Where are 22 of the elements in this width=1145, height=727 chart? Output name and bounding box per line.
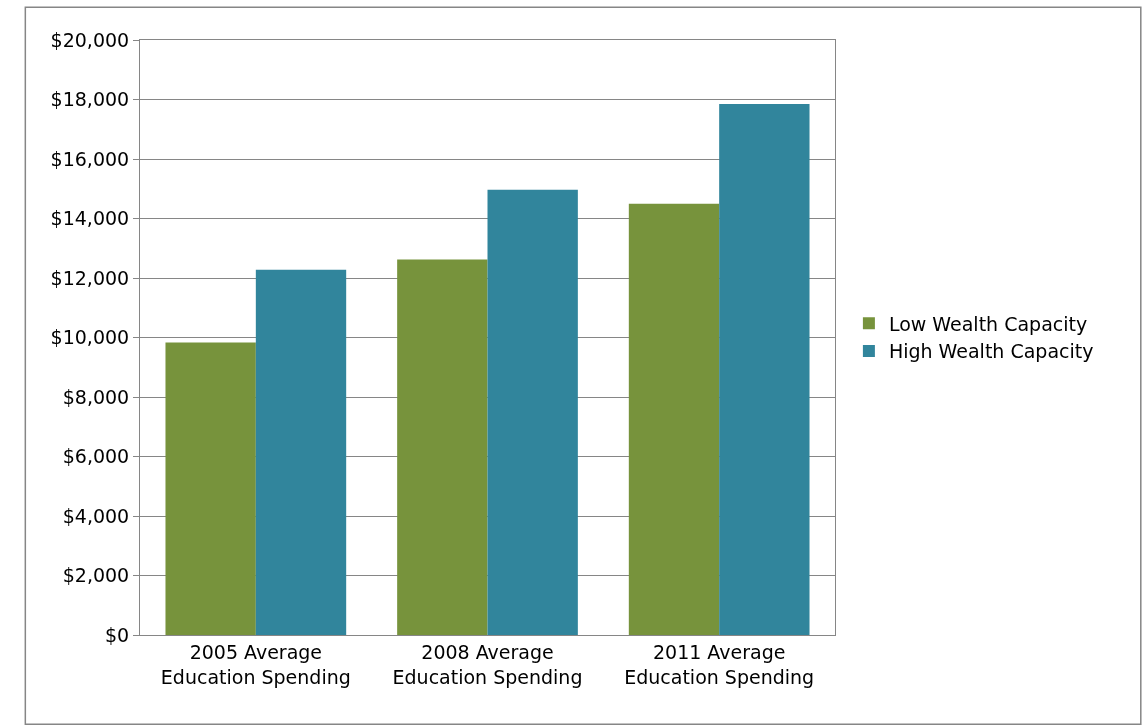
bar (628, 203, 720, 635)
y-tick-label: $6,000 (62, 445, 130, 468)
y-tick-label: $16,000 (50, 147, 130, 170)
y-tick-label: $10,000 (50, 326, 130, 349)
legend-label: Low Wealth Capacity (888, 312, 1088, 335)
x-tick-label: 2011 Average Education Spending (624, 640, 815, 688)
y-tick-label: $4,000 (62, 504, 130, 527)
y-tick-label: $14,000 (50, 207, 130, 230)
y-tick-label: $2,000 (62, 564, 130, 587)
bar (719, 103, 810, 635)
y-tick-label: $0 (105, 623, 130, 646)
y-tick-label: $8,000 (62, 385, 130, 408)
bar (255, 269, 347, 635)
bar (165, 342, 256, 635)
bar (487, 189, 578, 635)
bar (397, 259, 488, 635)
x-tick-label: 2005 Average Education Spending (160, 640, 351, 688)
y-tick-label: $20,000 (50, 28, 130, 51)
y-tick-label: $12,000 (50, 266, 130, 289)
legend-label: High Wealth Capacity (888, 340, 1094, 363)
y-tick-label: $18,000 (50, 88, 130, 111)
x-tick-label: 2008 Average Education Spending (392, 640, 583, 688)
